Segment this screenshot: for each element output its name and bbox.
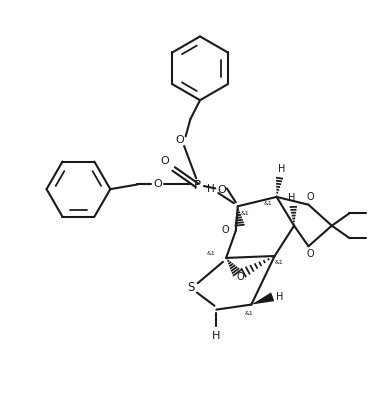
- Text: &1: &1: [274, 260, 283, 265]
- Text: O: O: [153, 179, 162, 190]
- Text: &1: &1: [264, 201, 273, 206]
- Text: O: O: [307, 249, 314, 259]
- Text: &1: &1: [245, 311, 254, 316]
- Text: H: H: [288, 193, 295, 203]
- Text: O: O: [237, 272, 244, 282]
- Polygon shape: [251, 292, 274, 305]
- Text: O: O: [221, 225, 229, 235]
- Text: H: H: [278, 164, 285, 174]
- Text: O: O: [307, 192, 314, 202]
- Text: O: O: [218, 185, 226, 196]
- Text: S: S: [188, 281, 195, 295]
- Text: H: H: [212, 331, 221, 341]
- Text: &1: &1: [240, 211, 249, 216]
- Text: P: P: [193, 179, 200, 192]
- Text: &1: &1: [207, 251, 216, 256]
- Text: O: O: [161, 156, 169, 166]
- Text: H: H: [207, 184, 215, 194]
- Text: O: O: [176, 135, 184, 145]
- Text: H: H: [276, 292, 284, 302]
